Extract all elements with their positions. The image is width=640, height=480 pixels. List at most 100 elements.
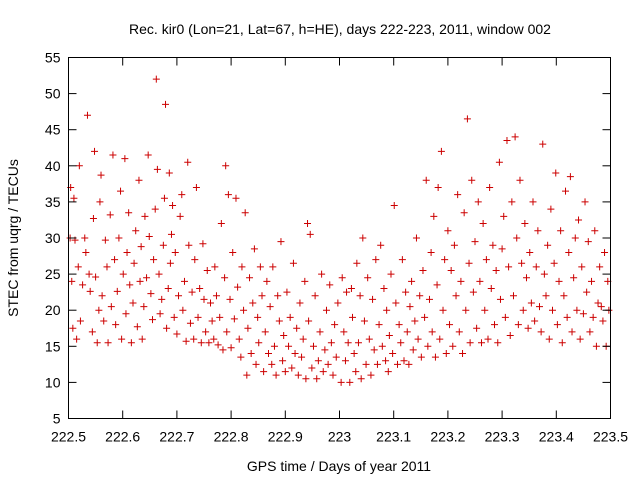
data-point <box>180 277 188 285</box>
data-point <box>156 310 164 318</box>
data-point <box>390 202 398 210</box>
data-point <box>194 313 202 321</box>
data-point <box>283 288 291 296</box>
data-point <box>357 375 365 383</box>
data-point <box>149 316 157 324</box>
data-point <box>560 292 568 300</box>
data-point <box>346 378 354 386</box>
x-tick-label: 222.7 <box>159 429 194 445</box>
data-point <box>107 303 115 311</box>
data-point <box>235 335 243 343</box>
data-point <box>476 277 484 285</box>
data-point <box>599 317 607 325</box>
data-point <box>112 321 120 329</box>
data-point <box>202 328 210 336</box>
data-point <box>385 331 393 339</box>
x-tick-label: 223.2 <box>430 429 465 445</box>
data-point <box>68 277 76 285</box>
data-point <box>397 339 405 347</box>
data-point <box>76 317 84 325</box>
data-point <box>568 328 576 336</box>
data-point <box>208 317 216 325</box>
data-point <box>378 342 386 350</box>
data-point <box>343 288 351 296</box>
data-point <box>82 248 90 256</box>
data-point <box>302 375 310 383</box>
data-point <box>344 339 352 347</box>
data-point <box>285 342 293 350</box>
data-point <box>478 339 486 347</box>
data-point <box>111 256 119 264</box>
data-point <box>79 281 87 289</box>
data-point <box>544 241 552 249</box>
data-point <box>518 259 526 267</box>
data-point <box>92 273 100 281</box>
data-point <box>229 248 237 256</box>
data-point <box>364 274 372 282</box>
data-point <box>230 315 238 323</box>
data-point <box>584 238 592 246</box>
data-point <box>119 270 127 278</box>
data-point <box>437 147 445 155</box>
data-point <box>277 238 285 246</box>
data-point <box>69 324 77 332</box>
data-point <box>532 263 540 271</box>
data-point <box>575 216 583 224</box>
data-point <box>563 313 571 321</box>
data-point <box>85 270 93 278</box>
data-point <box>566 173 574 181</box>
data-point <box>434 183 442 191</box>
data-point <box>140 303 148 311</box>
data-point <box>416 292 424 300</box>
data-point <box>196 285 204 293</box>
data-point <box>349 313 357 321</box>
data-point <box>97 171 105 179</box>
data-point <box>258 292 266 300</box>
x-tick-label: 222.8 <box>214 429 249 445</box>
data-point <box>171 248 179 256</box>
data-point <box>81 234 89 242</box>
data-point <box>503 137 511 145</box>
data-point <box>387 270 395 278</box>
data-point <box>531 317 539 325</box>
data-point <box>405 360 413 368</box>
data-point <box>356 292 364 300</box>
data-point <box>331 321 339 329</box>
data-point <box>421 313 429 321</box>
data-point <box>324 360 332 368</box>
data-point <box>217 220 225 228</box>
data-point <box>454 191 462 199</box>
data-point <box>589 313 597 321</box>
data-point <box>162 100 170 108</box>
data-point <box>496 295 504 303</box>
x-tick-label: 222.9 <box>268 429 303 445</box>
data-point <box>354 339 362 347</box>
data-point <box>334 299 342 307</box>
data-point <box>537 328 545 336</box>
data-point <box>127 339 135 347</box>
data-point <box>256 263 264 271</box>
data-point <box>553 321 561 329</box>
data-point <box>205 339 213 347</box>
data-point <box>439 306 447 314</box>
data-point <box>269 263 277 271</box>
data-point <box>261 328 269 336</box>
data-point <box>383 306 391 314</box>
data-point <box>400 357 408 365</box>
data-point <box>594 299 602 307</box>
y-tick-label: 25 <box>45 266 61 282</box>
data-point <box>479 220 487 228</box>
data-point <box>406 303 414 311</box>
data-point <box>468 176 476 184</box>
data-point <box>588 277 596 285</box>
data-point <box>164 285 172 293</box>
data-point <box>274 292 282 300</box>
data-point <box>424 342 432 350</box>
data-point <box>70 194 78 202</box>
data-point <box>506 331 514 339</box>
data-point <box>372 256 380 264</box>
data-point <box>586 328 594 336</box>
data-point <box>601 248 609 256</box>
data-point <box>583 288 591 296</box>
data-point <box>203 266 211 274</box>
